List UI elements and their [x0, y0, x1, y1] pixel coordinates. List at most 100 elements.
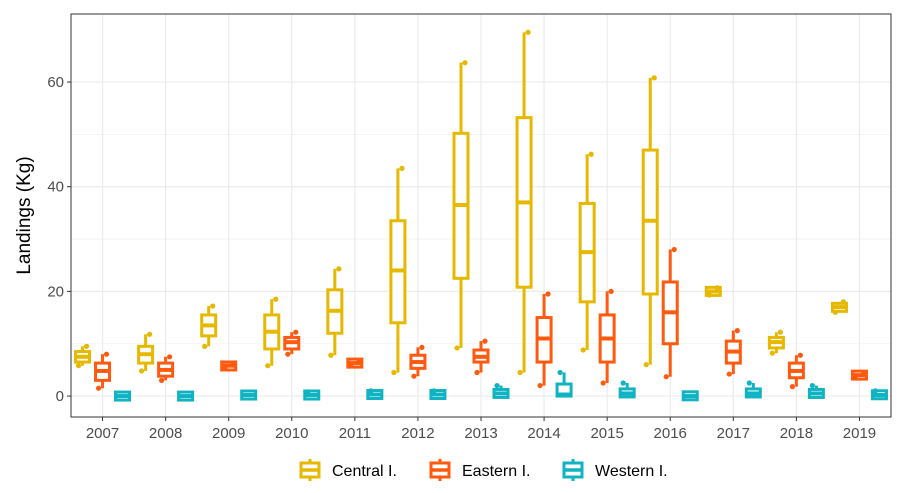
data-point — [83, 343, 90, 349]
box-eastern-i-2015 — [598, 288, 616, 386]
data-point — [273, 296, 279, 302]
x-tick-label: 2011 — [339, 425, 371, 442]
box-eastern-i-2013 — [472, 338, 490, 376]
data-point — [103, 351, 110, 357]
box-eastern-i-2008 — [157, 354, 175, 383]
box-central-i-2016 — [641, 75, 659, 368]
data-point — [777, 329, 783, 335]
data-point — [809, 382, 815, 389]
data-point — [474, 369, 480, 376]
box-western-i-2014 — [555, 369, 573, 398]
box-western-i-2013 — [492, 382, 510, 399]
data-point — [230, 360, 236, 366]
box-western-i-2007 — [114, 390, 132, 402]
data-point — [265, 363, 271, 369]
x-tick-label: 2010 — [275, 425, 308, 442]
box-central-i-2014 — [515, 29, 533, 376]
data-point — [797, 352, 803, 358]
data-point — [167, 354, 173, 360]
data-point — [348, 361, 354, 367]
data-point — [454, 345, 460, 351]
data-point — [746, 380, 752, 386]
data-point — [139, 368, 145, 374]
box-central-i-2012 — [389, 165, 407, 376]
data-point — [832, 309, 839, 315]
data-point — [545, 291, 551, 297]
x-tick-label: 2017 — [717, 425, 750, 442]
box-central-i-2017 — [704, 285, 722, 298]
legend-item-central-i-: Central I. — [297, 457, 397, 483]
box-central-i-2011 — [326, 266, 344, 358]
data-point — [860, 371, 867, 377]
data-point — [663, 374, 669, 380]
data-point — [706, 292, 712, 298]
box-western-i-2019 — [870, 388, 888, 401]
data-point — [431, 388, 437, 394]
data-point — [651, 75, 657, 81]
x-tick-label: 2019 — [843, 425, 876, 442]
data-point — [328, 352, 334, 358]
box-western-i-2011 — [366, 388, 384, 400]
data-point — [671, 246, 677, 253]
box-eastern-i-2009 — [220, 360, 238, 372]
x-tick-label: 2007 — [86, 425, 119, 442]
x-axis: 2007 2008 2009 2010 2011 2012 2013 2014 2015 2016… — [86, 417, 876, 442]
data-point — [580, 347, 586, 353]
data-point — [608, 288, 614, 294]
y-tick-label: 60 — [47, 74, 64, 91]
box-eastern-i-2011 — [346, 357, 364, 369]
box-central-i-2018 — [767, 329, 785, 356]
data-point — [557, 369, 563, 376]
box-eastern-i-2019 — [850, 369, 868, 381]
box-central-i-2013 — [452, 60, 470, 351]
data-point — [494, 382, 500, 389]
box-western-i-2012 — [429, 388, 447, 400]
box-central-i-2009 — [200, 303, 218, 349]
data-point — [726, 371, 732, 377]
data-point — [600, 380, 606, 386]
x-tick-label: 2008 — [149, 425, 182, 442]
data-point — [356, 359, 362, 365]
box-eastern-i-2012 — [409, 344, 427, 379]
x-tick-label: 2012 — [401, 425, 434, 442]
x-tick-label: 2009 — [212, 425, 245, 442]
data-point — [293, 329, 299, 335]
data-point — [769, 350, 775, 356]
data-point — [643, 362, 649, 368]
x-tick-label: 2013 — [464, 425, 497, 442]
data-point — [147, 331, 153, 337]
data-point — [336, 266, 342, 272]
box-eastern-i-2014 — [535, 291, 553, 389]
x-tick-label: 2016 — [654, 425, 687, 442]
data-point — [714, 285, 720, 291]
y-tick-label: 40 — [47, 179, 64, 196]
plot-boxes — [74, 29, 888, 402]
data-point — [159, 377, 165, 383]
data-point — [517, 369, 523, 376]
data-point — [411, 373, 417, 379]
data-point — [75, 363, 82, 369]
x-tick-label: 2015 — [590, 425, 623, 442]
data-point — [734, 328, 740, 334]
box-central-i-2007 — [74, 343, 92, 369]
box-eastern-i-2017 — [724, 328, 742, 377]
data-point — [391, 369, 397, 376]
data-point — [482, 338, 488, 344]
data-point — [789, 384, 795, 390]
data-point — [462, 60, 468, 66]
data-point — [419, 344, 425, 350]
data-point — [368, 388, 374, 394]
box-western-i-2015 — [618, 380, 636, 399]
data-point — [588, 151, 594, 157]
box-eastern-i-2018 — [787, 352, 805, 390]
data-point — [852, 373, 859, 379]
data-point — [525, 29, 531, 35]
box-western-i-2009 — [240, 389, 258, 401]
data-point — [95, 385, 102, 391]
y-tick-label: 20 — [47, 283, 64, 300]
box-central-i-2019 — [830, 299, 848, 315]
data-point — [210, 303, 216, 309]
y-axis: 0 20 40 60 — [47, 74, 71, 405]
x-tick-label: 2018 — [780, 425, 813, 442]
legend-label: Western I. — [595, 463, 668, 480]
